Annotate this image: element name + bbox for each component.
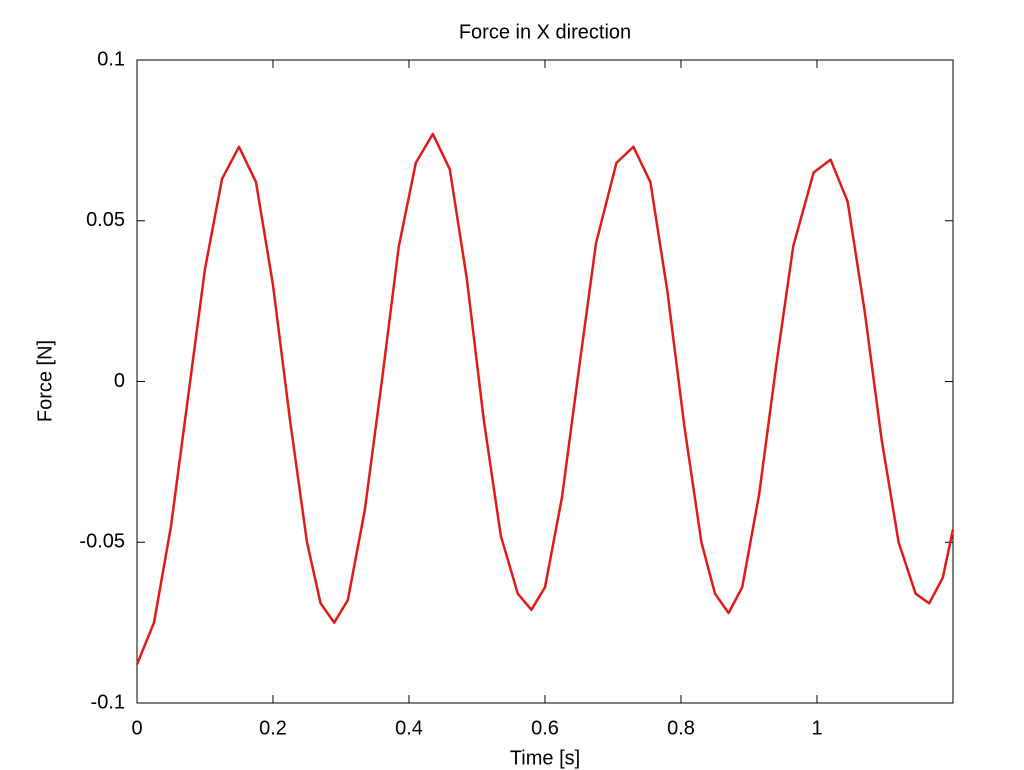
data-line — [135, 132, 955, 665]
y-tick-label: -0.05 — [79, 531, 125, 553]
x-tick-label: 0.2 — [259, 717, 287, 739]
x-tick-label: 1 — [811, 717, 822, 739]
x-tick-label: 0.8 — [667, 717, 695, 739]
x-axis-label: Time [s] — [510, 747, 580, 769]
y-tick-label: -0.1 — [91, 691, 125, 713]
y-axis-label: Force [N] — [34, 340, 56, 422]
y-tick-label: 0.1 — [97, 48, 125, 70]
chart-title: Force in X direction — [459, 21, 631, 43]
x-tick-label: 0.4 — [395, 717, 423, 739]
y-tick-label: 0.05 — [86, 209, 125, 231]
x-tick-label: 0.6 — [531, 717, 559, 739]
plot-frame — [136, 59, 954, 704]
x-tick-label: 0 — [131, 717, 142, 739]
y-tick-label: 0 — [114, 370, 125, 392]
